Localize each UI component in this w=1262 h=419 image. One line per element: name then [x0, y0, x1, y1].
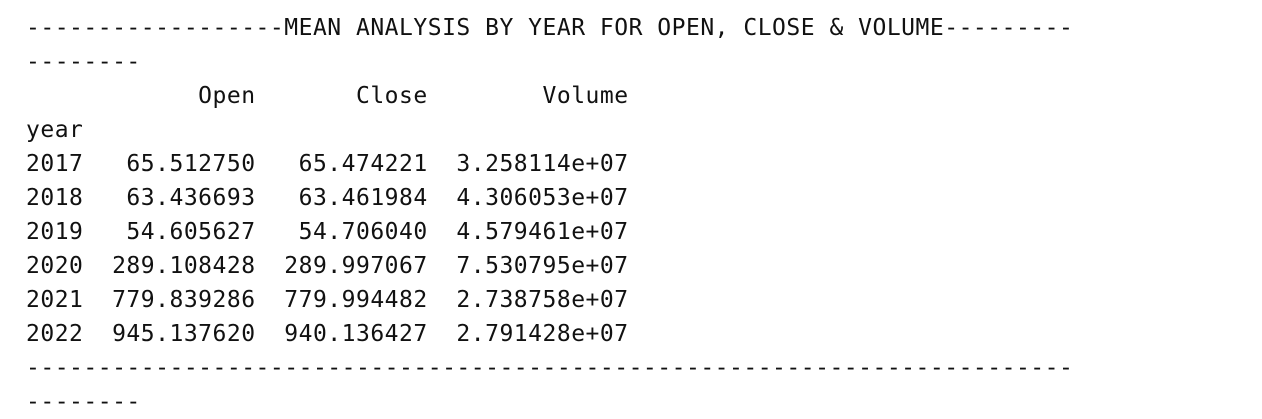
table-row: 2019 54.605627 54.706040 4.579461e+07	[26, 219, 629, 245]
header-line: ------------------MEAN ANALYSIS BY YEAR …	[26, 15, 1074, 41]
header-line-wrap: --------	[26, 49, 141, 75]
table-row: 2020 289.108428 289.997067 7.530795e+07	[26, 253, 629, 279]
footer-line-wrap: --------	[26, 389, 141, 415]
table-row: 2022 945.137620 940.136427 2.791428e+07	[26, 321, 629, 347]
table-row: 2021 779.839286 779.994482 2.738758e+07	[26, 287, 629, 313]
table-row: 2018 63.436693 63.461984 4.306053e+07	[26, 185, 629, 211]
column-header-row: Open Close Volume	[26, 83, 629, 109]
footer-line: ----------------------------------------…	[26, 355, 1074, 381]
index-name-label: year	[26, 117, 84, 143]
table-row: 2017 65.512750 65.474221 3.258114e+07	[26, 151, 629, 177]
